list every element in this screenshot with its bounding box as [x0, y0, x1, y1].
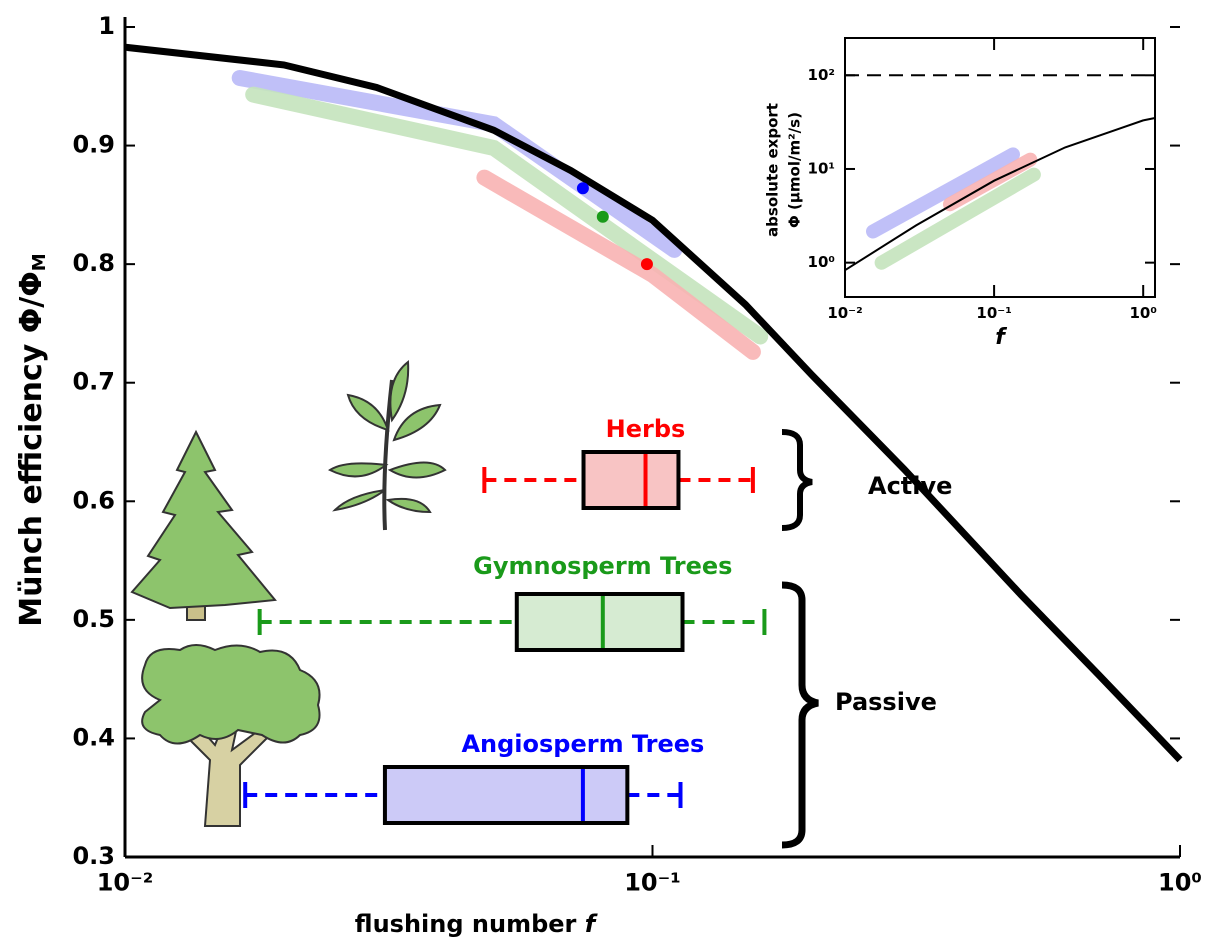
spruce-icon	[130, 429, 277, 621]
brace	[781, 581, 819, 849]
y-tick-label: 0.3	[72, 842, 115, 870]
curve	[844, 117, 1156, 272]
x-tick-label: 10⁰	[1158, 868, 1202, 896]
x-axis-label: flushing number f	[355, 910, 598, 938]
y-tick-label: 0.5	[72, 605, 115, 633]
x-tick-label: 10⁻²	[827, 304, 862, 322]
y-tick-label: 0.9	[72, 131, 115, 159]
inset-x-label: f	[995, 325, 1007, 350]
oak-icon	[141, 644, 321, 827]
group-label: Passive	[835, 688, 937, 716]
x-tick-label: 10⁻¹	[976, 304, 1011, 322]
y-tick-label: 10²	[808, 66, 835, 84]
y-tick-label: 0.4	[72, 723, 115, 751]
plot-area: 10⁰ 10¹ 10² 10⁻² 10⁻¹ 10⁰	[808, 37, 1157, 322]
curve	[124, 43, 1183, 763]
band	[231, 70, 683, 258]
point	[640, 258, 653, 271]
y-tick-label: 1	[98, 12, 115, 40]
box-label: Gymnosperm Trees	[473, 552, 732, 580]
band	[874, 167, 1041, 270]
box	[581, 450, 681, 510]
y-tick-label: 0.6	[72, 486, 115, 514]
band	[866, 147, 1020, 239]
inset-y-label: absolute export	[764, 103, 782, 237]
box-label: Herbs	[606, 415, 686, 443]
box	[514, 592, 685, 652]
y-tick-label: 10⁰	[808, 253, 835, 271]
plot-area: 0.3 0.4 0.5 0.6 0.7 0.8 0.9 1 10⁻² 10⁻¹ 10⁰ Herbs Gy…	[72, 12, 1201, 896]
x-tick-label: 10⁻²	[97, 868, 154, 896]
y-axis-label: Münch efficiency Φ/ΦM	[14, 253, 51, 626]
band	[245, 86, 769, 345]
band	[476, 169, 761, 360]
box-label: Angiosperm Trees	[461, 730, 704, 758]
point	[576, 182, 589, 195]
x-tick-label: 10⁻¹	[624, 868, 681, 896]
box	[382, 765, 630, 825]
point	[596, 210, 609, 223]
axes-frame	[844, 37, 1156, 298]
y-tick-label: 10¹	[808, 159, 835, 177]
x-tick-label: 10⁰	[1129, 304, 1156, 322]
brace	[781, 429, 813, 531]
y-tick-label: 0.8	[72, 249, 115, 277]
herb-icon	[328, 360, 447, 531]
y-tick-label: 0.7	[72, 368, 115, 396]
inset-y-label: Φ (μmol/m²/s)	[786, 112, 804, 228]
